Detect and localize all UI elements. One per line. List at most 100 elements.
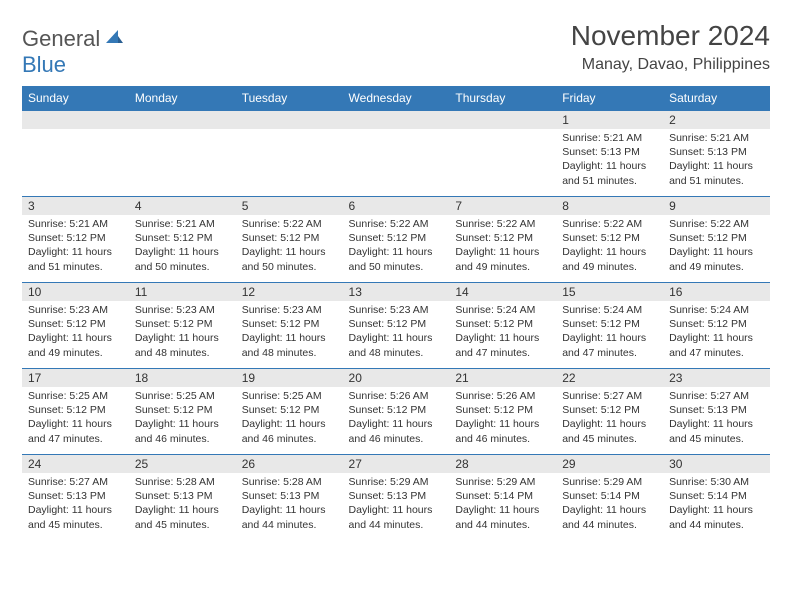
calendar-cell: 11Sunrise: 5:23 AMSunset: 5:12 PMDayligh… xyxy=(129,283,236,369)
day-data: Sunrise: 5:23 AMSunset: 5:12 PMDaylight:… xyxy=(343,301,450,364)
calendar-cell: 10Sunrise: 5:23 AMSunset: 5:12 PMDayligh… xyxy=(22,283,129,369)
day-data: Sunrise: 5:25 AMSunset: 5:12 PMDaylight:… xyxy=(129,387,236,450)
calendar-cell: 1Sunrise: 5:21 AMSunset: 5:13 PMDaylight… xyxy=(556,111,663,197)
calendar-cell xyxy=(343,111,450,197)
calendar-cell: 6Sunrise: 5:22 AMSunset: 5:12 PMDaylight… xyxy=(343,197,450,283)
day-number: 30 xyxy=(663,455,770,473)
calendar-cell: 24Sunrise: 5:27 AMSunset: 5:13 PMDayligh… xyxy=(22,455,129,541)
calendar-cell xyxy=(22,111,129,197)
day-data xyxy=(449,129,556,135)
calendar-cell: 30Sunrise: 5:30 AMSunset: 5:14 PMDayligh… xyxy=(663,455,770,541)
day-data: Sunrise: 5:22 AMSunset: 5:12 PMDaylight:… xyxy=(236,215,343,278)
weekday-header-row: Sunday Monday Tuesday Wednesday Thursday… xyxy=(22,86,770,111)
calendar-cell: 2Sunrise: 5:21 AMSunset: 5:13 PMDaylight… xyxy=(663,111,770,197)
weekday-header: Sunday xyxy=(22,86,129,111)
day-data: Sunrise: 5:24 AMSunset: 5:12 PMDaylight:… xyxy=(556,301,663,364)
day-data: Sunrise: 5:21 AMSunset: 5:12 PMDaylight:… xyxy=(22,215,129,278)
weekday-header: Wednesday xyxy=(343,86,450,111)
calendar-row: 3Sunrise: 5:21 AMSunset: 5:12 PMDaylight… xyxy=(22,197,770,283)
day-data: Sunrise: 5:30 AMSunset: 5:14 PMDaylight:… xyxy=(663,473,770,536)
day-number xyxy=(343,111,450,129)
calendar-table: Sunday Monday Tuesday Wednesday Thursday… xyxy=(22,86,770,541)
day-number: 8 xyxy=(556,197,663,215)
day-data: Sunrise: 5:27 AMSunset: 5:13 PMDaylight:… xyxy=(22,473,129,536)
day-data: Sunrise: 5:23 AMSunset: 5:12 PMDaylight:… xyxy=(129,301,236,364)
calendar-cell: 12Sunrise: 5:23 AMSunset: 5:12 PMDayligh… xyxy=(236,283,343,369)
calendar-cell xyxy=(449,111,556,197)
day-data: Sunrise: 5:29 AMSunset: 5:13 PMDaylight:… xyxy=(343,473,450,536)
calendar-cell: 14Sunrise: 5:24 AMSunset: 5:12 PMDayligh… xyxy=(449,283,556,369)
location-text: Manay, Davao, Philippines xyxy=(571,56,770,74)
day-data: Sunrise: 5:26 AMSunset: 5:12 PMDaylight:… xyxy=(449,387,556,450)
day-data xyxy=(343,129,450,135)
weekday-header: Thursday xyxy=(449,86,556,111)
day-number: 13 xyxy=(343,283,450,301)
day-number: 21 xyxy=(449,369,556,387)
day-data: Sunrise: 5:23 AMSunset: 5:12 PMDaylight:… xyxy=(236,301,343,364)
day-data xyxy=(22,129,129,135)
day-number: 4 xyxy=(129,197,236,215)
day-data: Sunrise: 5:29 AMSunset: 5:14 PMDaylight:… xyxy=(556,473,663,536)
logo-word2: Blue xyxy=(22,52,66,78)
calendar-row: 10Sunrise: 5:23 AMSunset: 5:12 PMDayligh… xyxy=(22,283,770,369)
day-number: 26 xyxy=(236,455,343,473)
day-number: 16 xyxy=(663,283,770,301)
calendar-cell: 21Sunrise: 5:26 AMSunset: 5:12 PMDayligh… xyxy=(449,369,556,455)
day-data: Sunrise: 5:27 AMSunset: 5:13 PMDaylight:… xyxy=(663,387,770,450)
day-number: 19 xyxy=(236,369,343,387)
calendar-cell: 23Sunrise: 5:27 AMSunset: 5:13 PMDayligh… xyxy=(663,369,770,455)
weekday-header: Monday xyxy=(129,86,236,111)
calendar-cell: 28Sunrise: 5:29 AMSunset: 5:14 PMDayligh… xyxy=(449,455,556,541)
day-data: Sunrise: 5:25 AMSunset: 5:12 PMDaylight:… xyxy=(236,387,343,450)
day-number: 25 xyxy=(129,455,236,473)
day-data: Sunrise: 5:24 AMSunset: 5:12 PMDaylight:… xyxy=(449,301,556,364)
day-number: 29 xyxy=(556,455,663,473)
day-data: Sunrise: 5:25 AMSunset: 5:12 PMDaylight:… xyxy=(22,387,129,450)
day-data: Sunrise: 5:21 AMSunset: 5:13 PMDaylight:… xyxy=(663,129,770,192)
day-data: Sunrise: 5:28 AMSunset: 5:13 PMDaylight:… xyxy=(236,473,343,536)
calendar-cell: 13Sunrise: 5:23 AMSunset: 5:12 PMDayligh… xyxy=(343,283,450,369)
calendar-cell: 22Sunrise: 5:27 AMSunset: 5:12 PMDayligh… xyxy=(556,369,663,455)
calendar-cell: 20Sunrise: 5:26 AMSunset: 5:12 PMDayligh… xyxy=(343,369,450,455)
day-number: 28 xyxy=(449,455,556,473)
calendar-row: 24Sunrise: 5:27 AMSunset: 5:13 PMDayligh… xyxy=(22,455,770,541)
calendar-cell: 3Sunrise: 5:21 AMSunset: 5:12 PMDaylight… xyxy=(22,197,129,283)
header: General November 2024 Manay, Davao, Phil… xyxy=(22,20,770,74)
day-data: Sunrise: 5:28 AMSunset: 5:13 PMDaylight:… xyxy=(129,473,236,536)
day-data: Sunrise: 5:22 AMSunset: 5:12 PMDaylight:… xyxy=(663,215,770,278)
calendar-cell: 7Sunrise: 5:22 AMSunset: 5:12 PMDaylight… xyxy=(449,197,556,283)
day-data: Sunrise: 5:21 AMSunset: 5:13 PMDaylight:… xyxy=(556,129,663,192)
day-number: 3 xyxy=(22,197,129,215)
title-block: November 2024 Manay, Davao, Philippines xyxy=(571,20,770,74)
day-number: 12 xyxy=(236,283,343,301)
day-data: Sunrise: 5:21 AMSunset: 5:12 PMDaylight:… xyxy=(129,215,236,278)
day-number: 23 xyxy=(663,369,770,387)
day-data xyxy=(129,129,236,135)
day-data xyxy=(236,129,343,135)
day-number: 18 xyxy=(129,369,236,387)
day-number: 11 xyxy=(129,283,236,301)
calendar-cell: 4Sunrise: 5:21 AMSunset: 5:12 PMDaylight… xyxy=(129,197,236,283)
day-data: Sunrise: 5:24 AMSunset: 5:12 PMDaylight:… xyxy=(663,301,770,364)
calendar-cell: 15Sunrise: 5:24 AMSunset: 5:12 PMDayligh… xyxy=(556,283,663,369)
weekday-header: Friday xyxy=(556,86,663,111)
logo-word1: General xyxy=(22,26,100,52)
day-number xyxy=(449,111,556,129)
calendar-cell: 25Sunrise: 5:28 AMSunset: 5:13 PMDayligh… xyxy=(129,455,236,541)
day-number: 17 xyxy=(22,369,129,387)
day-number: 27 xyxy=(343,455,450,473)
calendar-cell xyxy=(236,111,343,197)
day-data: Sunrise: 5:26 AMSunset: 5:12 PMDaylight:… xyxy=(343,387,450,450)
calendar-row: 1Sunrise: 5:21 AMSunset: 5:13 PMDaylight… xyxy=(22,111,770,197)
calendar-cell: 16Sunrise: 5:24 AMSunset: 5:12 PMDayligh… xyxy=(663,283,770,369)
day-number xyxy=(22,111,129,129)
day-data: Sunrise: 5:22 AMSunset: 5:12 PMDaylight:… xyxy=(556,215,663,278)
weekday-header: Saturday xyxy=(663,86,770,111)
day-number: 14 xyxy=(449,283,556,301)
day-number: 24 xyxy=(22,455,129,473)
day-data: Sunrise: 5:27 AMSunset: 5:12 PMDaylight:… xyxy=(556,387,663,450)
calendar-cell: 27Sunrise: 5:29 AMSunset: 5:13 PMDayligh… xyxy=(343,455,450,541)
day-number: 15 xyxy=(556,283,663,301)
day-number: 9 xyxy=(663,197,770,215)
calendar-row: 17Sunrise: 5:25 AMSunset: 5:12 PMDayligh… xyxy=(22,369,770,455)
